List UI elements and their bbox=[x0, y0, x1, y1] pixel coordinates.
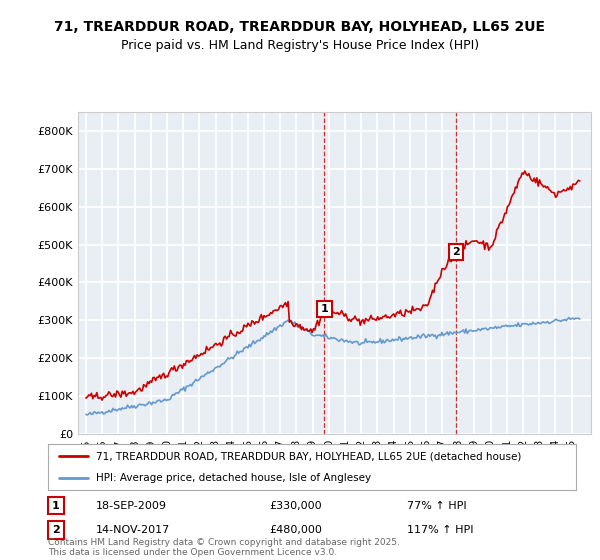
Text: 77% ↑ HPI: 77% ↑ HPI bbox=[407, 501, 467, 511]
Text: 1: 1 bbox=[52, 501, 60, 511]
Text: HPI: Average price, detached house, Isle of Anglesey: HPI: Average price, detached house, Isle… bbox=[95, 473, 371, 483]
Text: 117% ↑ HPI: 117% ↑ HPI bbox=[407, 525, 473, 535]
Text: Price paid vs. HM Land Registry's House Price Index (HPI): Price paid vs. HM Land Registry's House … bbox=[121, 39, 479, 52]
Text: £330,000: £330,000 bbox=[270, 501, 322, 511]
Text: 2: 2 bbox=[52, 525, 60, 535]
Text: 14-NOV-2017: 14-NOV-2017 bbox=[95, 525, 170, 535]
Text: 1: 1 bbox=[320, 304, 328, 314]
Text: 18-SEP-2009: 18-SEP-2009 bbox=[95, 501, 167, 511]
Text: £480,000: £480,000 bbox=[270, 525, 323, 535]
Text: 71, TREARDDUR ROAD, TREARDDUR BAY, HOLYHEAD, LL65 2UE (detached house): 71, TREARDDUR ROAD, TREARDDUR BAY, HOLYH… bbox=[95, 451, 521, 461]
Text: 71, TREARDDUR ROAD, TREARDDUR BAY, HOLYHEAD, LL65 2UE: 71, TREARDDUR ROAD, TREARDDUR BAY, HOLYH… bbox=[55, 20, 545, 34]
Text: 2: 2 bbox=[452, 247, 460, 257]
Text: Contains HM Land Registry data © Crown copyright and database right 2025.
This d: Contains HM Land Registry data © Crown c… bbox=[48, 538, 400, 557]
